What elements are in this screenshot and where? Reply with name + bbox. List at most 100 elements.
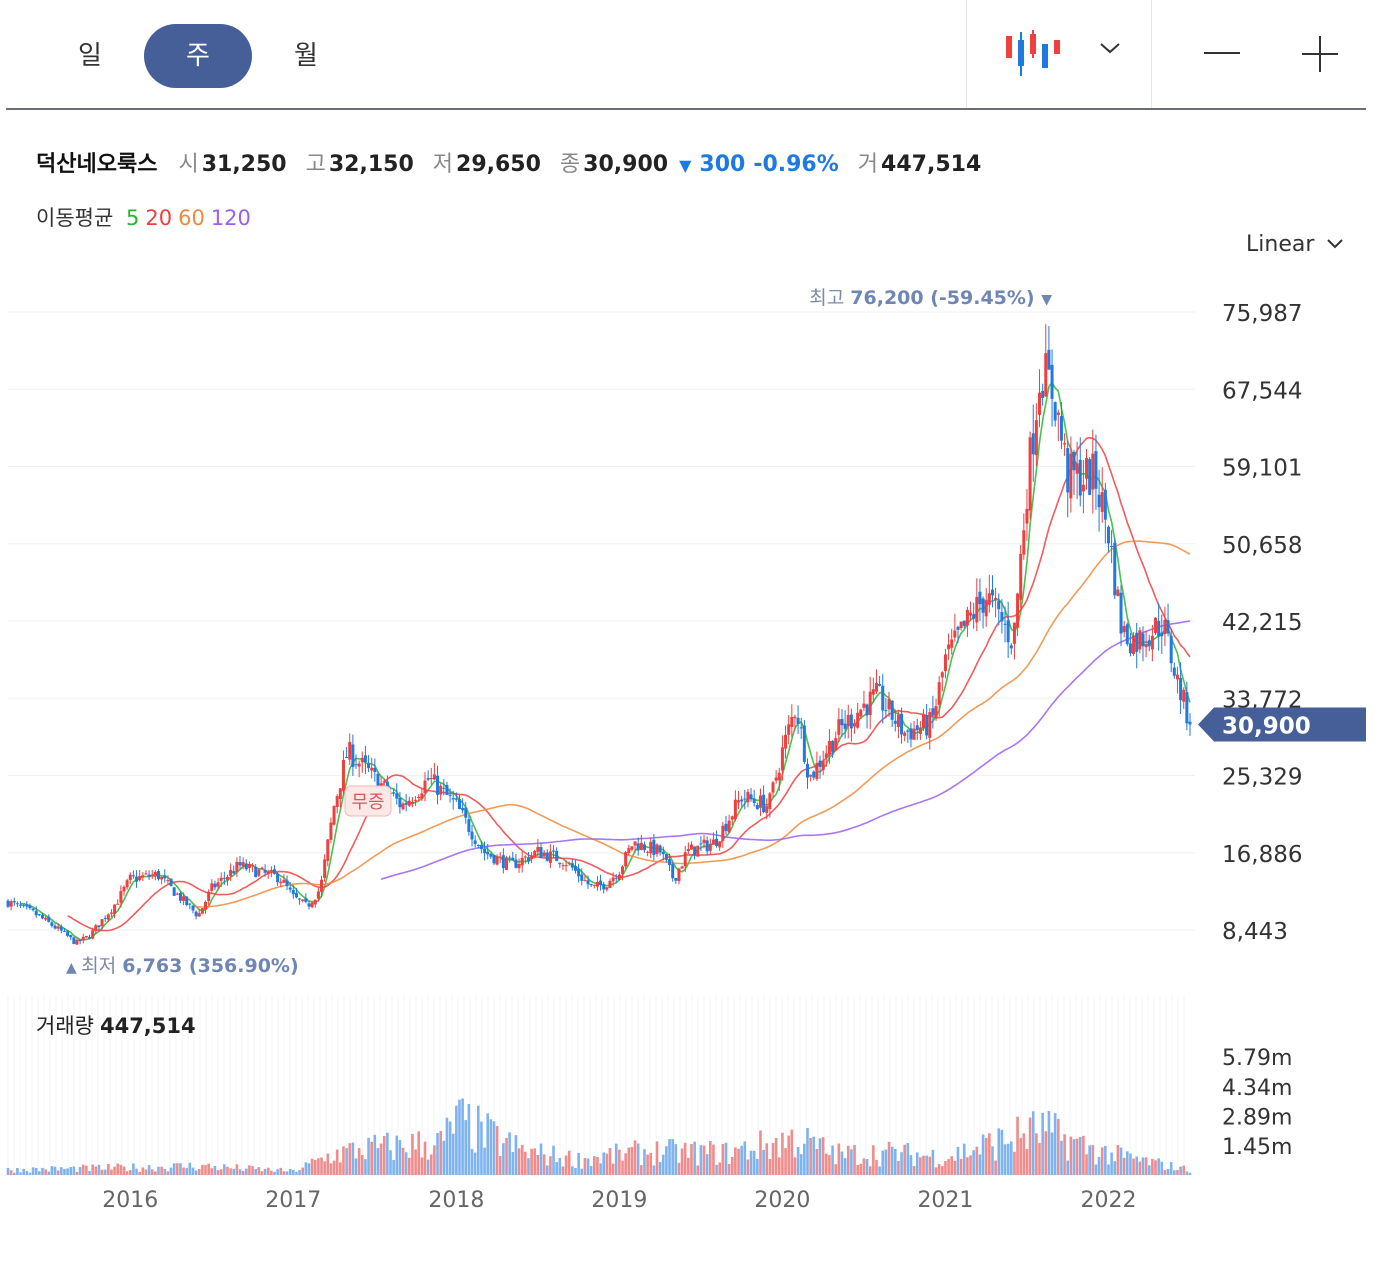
candle-body	[1122, 626, 1126, 633]
candle-body	[918, 727, 922, 734]
x-tick-label: 2020	[754, 1188, 810, 1213]
candle-body	[1132, 635, 1136, 655]
candle-body	[204, 901, 208, 910]
volume-bar	[194, 1170, 198, 1175]
volume-bar	[235, 1164, 239, 1175]
candle-body	[59, 926, 63, 931]
candle-body	[539, 847, 543, 858]
volume-bar	[1069, 1136, 1073, 1175]
volume-bar	[567, 1150, 571, 1175]
ma-120-label[interactable]: 120	[210, 206, 251, 230]
volume-bar	[630, 1146, 634, 1175]
volume-bar	[260, 1171, 264, 1175]
volume-bar	[483, 1147, 486, 1175]
volume-tick-label: 4.34m	[1222, 1076, 1292, 1101]
candle-body	[1103, 489, 1107, 520]
candle-body	[843, 723, 847, 729]
volume-bar	[643, 1149, 646, 1175]
candle-body	[138, 876, 142, 881]
candle-body	[103, 917, 107, 919]
candle-body	[495, 856, 499, 865]
volume-bar	[812, 1136, 816, 1175]
volume-bar	[348, 1143, 352, 1175]
chevron-down-icon[interactable]	[1098, 40, 1122, 56]
volume-bar	[542, 1154, 546, 1175]
candle-body	[784, 734, 788, 749]
volume-bar	[78, 1166, 82, 1175]
candle-body	[1154, 617, 1158, 633]
candle-body	[329, 822, 333, 840]
open-label: 시	[178, 152, 199, 177]
candle-body	[693, 846, 697, 856]
candle-body	[981, 598, 985, 613]
candle-body	[122, 886, 126, 892]
period-month-button[interactable]: 월	[294, 41, 318, 71]
volume-bar	[1138, 1161, 1142, 1175]
period-week-button[interactable]: 주	[144, 24, 252, 88]
volume-bar	[59, 1167, 63, 1175]
volume-bar	[674, 1144, 678, 1175]
volume-bar	[536, 1155, 540, 1175]
volume-bar	[25, 1170, 29, 1175]
ma-60-label[interactable]: 60	[178, 206, 205, 230]
volume-bar	[756, 1158, 759, 1175]
volume-bar	[423, 1141, 427, 1175]
volume-bar	[467, 1103, 471, 1175]
candle-body	[153, 871, 157, 877]
scale-mode-select[interactable]: Linear	[1246, 232, 1345, 257]
candle-body	[44, 917, 48, 920]
volume-bar	[110, 1169, 113, 1175]
volume-bar	[9, 1170, 13, 1175]
candle-body	[1128, 643, 1132, 654]
volume-bar	[699, 1145, 703, 1175]
volume-bar	[890, 1146, 894, 1175]
plus-icon[interactable]	[1300, 34, 1340, 74]
candle-body	[429, 778, 433, 780]
volume-bar	[774, 1137, 778, 1175]
ma-20-label[interactable]: 20	[145, 206, 173, 230]
candle-body	[737, 800, 741, 803]
candle-body	[1160, 632, 1164, 637]
volume-bar	[489, 1119, 493, 1175]
volume-bar	[135, 1168, 138, 1175]
period-day-button[interactable]: 일	[78, 41, 102, 71]
candle-body	[498, 856, 502, 858]
volume-bar	[125, 1171, 129, 1175]
ma-5-label[interactable]: 5	[125, 206, 140, 230]
volume-bar	[636, 1143, 640, 1175]
candle-body	[47, 916, 51, 922]
volume-bar	[846, 1145, 850, 1175]
x-tick-label: 2022	[1080, 1188, 1136, 1213]
candlestick-icon[interactable]	[1002, 28, 1062, 80]
candle-body	[677, 868, 681, 882]
volume-bar	[790, 1129, 794, 1175]
candle-body	[216, 882, 220, 887]
volume-bar	[988, 1133, 991, 1175]
volume-bar	[558, 1158, 562, 1175]
volume-bar	[803, 1143, 806, 1175]
candle-body	[708, 843, 712, 851]
candle-body	[752, 798, 756, 803]
volume-bar	[201, 1164, 204, 1175]
candle-body	[887, 698, 891, 710]
volume-bar	[900, 1152, 903, 1175]
volume-bar	[216, 1170, 220, 1175]
volume-bar	[702, 1145, 706, 1175]
volume-bar	[179, 1163, 182, 1175]
candle-body	[959, 621, 963, 629]
candle-body	[821, 760, 825, 771]
candle-body	[799, 727, 803, 729]
volume-bar	[157, 1166, 160, 1175]
candle-body	[815, 763, 819, 780]
candle-body	[661, 851, 665, 855]
candle-body	[1185, 692, 1189, 724]
candle-body	[1059, 416, 1063, 441]
candle-body	[147, 874, 151, 877]
volume-bar	[107, 1163, 110, 1175]
candle-body	[1125, 624, 1129, 645]
candle-body	[1025, 508, 1029, 524]
candle-body	[19, 904, 23, 906]
volume-bar	[843, 1158, 847, 1175]
minus-icon[interactable]	[1202, 38, 1242, 68]
